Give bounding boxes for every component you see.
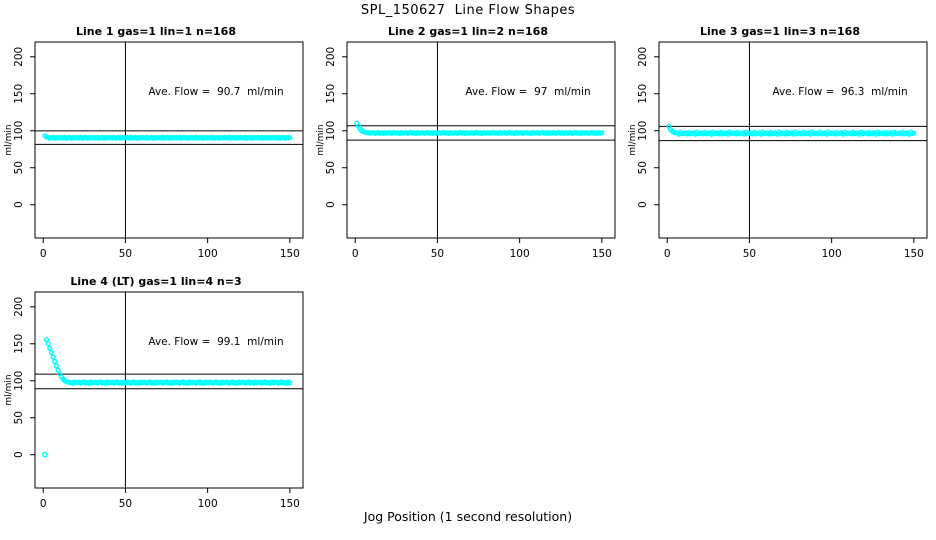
data-point	[911, 130, 917, 136]
y-tick-label: 0	[13, 451, 25, 458]
ave-flow-annotation: Ave. Flow = 90.7 ml/min	[148, 86, 284, 98]
x-tick-label: 150	[592, 248, 612, 260]
x-tick-label: 150	[280, 248, 300, 260]
panel-line-2: Line 2 gas=1 lin=2 n=168 ml/min 0 50 100 15…	[312, 20, 624, 270]
data-point	[45, 341, 51, 347]
y-tick-label: 50	[637, 161, 649, 174]
x-tick-label: 100	[822, 248, 842, 260]
data-point	[599, 130, 605, 136]
figure-title: SPL_150627 Line Flow Shapes	[360, 3, 576, 18]
x-tick-label: 100	[198, 248, 218, 260]
plot-area: 0 50 100 150 0 50 100 150 200	[325, 41, 616, 260]
plot-box	[34, 41, 304, 239]
y-tick-label: 0	[637, 201, 649, 208]
x-tick-label: 50	[119, 248, 132, 260]
ave-flow-annotation: Ave. Flow = 96.3 ml/min	[772, 86, 908, 98]
plot-box	[658, 41, 928, 239]
x-tick-label: 0	[664, 248, 671, 260]
x-tick-label: 150	[904, 248, 924, 260]
plot-area: 0 50 100 150 0 50 100 150 200	[13, 41, 304, 260]
x-axis-label: Jog Position (1 second resolution)	[363, 509, 573, 524]
y-tick-label: 50	[13, 161, 25, 174]
data-point	[53, 363, 59, 369]
y-tick-label: 50	[13, 411, 25, 424]
data-point	[52, 358, 58, 365]
x-tick-label: 0	[352, 248, 359, 260]
y-tick-label: 150	[13, 334, 25, 354]
x-tick-label: 0	[40, 498, 47, 510]
panel-title: Line 1 gas=1 lin=1 n=168	[75, 25, 236, 38]
x-tick-label: 150	[280, 498, 300, 510]
y-tick-label: 200	[325, 47, 337, 67]
y-tick-label: 150	[325, 84, 337, 104]
y-tick-label: 150	[13, 84, 25, 104]
data-point	[287, 380, 293, 386]
outlier-point	[41, 451, 48, 458]
y-tick-label: 200	[13, 297, 25, 317]
y-tick-label: 0	[13, 201, 25, 208]
y-tick-label: 100	[13, 371, 25, 391]
panel-title: Line 3 gas=1 lin=3 n=168	[699, 25, 860, 38]
x-tick-label: 50	[431, 248, 444, 260]
y-tick-label: 100	[13, 121, 25, 141]
plot-area: 0 50 100 150 0 50 100 150 200	[637, 41, 928, 260]
panel-line-4: Line 4 (LT) gas=1 lin=4 n=3 ml/min 0 50 10…	[0, 270, 312, 520]
panel-line-3: Line 3 gas=1 lin=3 n=168 ml/min 0 50 100 15…	[624, 20, 936, 270]
panel-line-1: Line 1 gas=1 lin=1 n=168 ml/min 0 50 100 15…	[0, 20, 312, 270]
x-tick-label: 50	[119, 498, 132, 510]
plot-area: 0 50 100 150 0 50 100 150 200	[13, 291, 304, 510]
panel-title: Line 2 gas=1 lin=2 n=168	[387, 25, 548, 38]
x-tick-label: 50	[743, 248, 756, 260]
y-tick-label: 200	[13, 47, 25, 67]
y-tick-label: 100	[637, 121, 649, 141]
y-tick-label: 150	[637, 84, 649, 104]
ave-flow-annotation: Ave. Flow = 97 ml/min	[465, 86, 591, 98]
data-point	[47, 345, 53, 351]
plot-box	[34, 291, 304, 489]
data-point	[48, 349, 54, 356]
y-tick-label: 100	[325, 121, 337, 141]
y-tick-label: 200	[637, 47, 649, 67]
panel-title: Line 4 (LT) gas=1 lin=4 n=3	[70, 275, 242, 288]
x-tick-label: 100	[510, 248, 530, 260]
x-tick-label: 100	[198, 498, 218, 510]
x-tick-label: 0	[40, 248, 47, 260]
data-point	[50, 354, 56, 360]
y-tick-label: 50	[325, 161, 337, 174]
data-point	[43, 337, 50, 343]
data-point	[287, 134, 293, 141]
ave-flow-annotation: Ave. Flow = 99.1 ml/min	[148, 336, 284, 348]
y-tick-label: 0	[325, 201, 337, 208]
plot-box	[346, 41, 616, 239]
